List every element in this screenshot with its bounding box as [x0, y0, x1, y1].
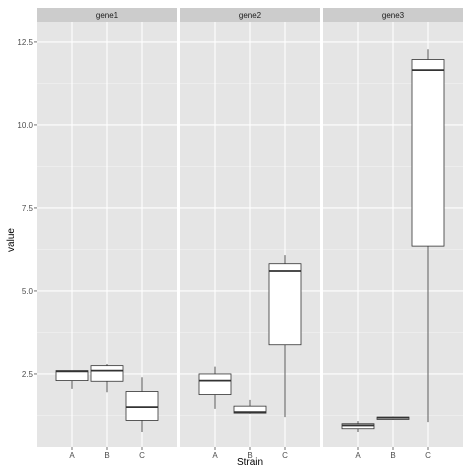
- y-tick-label: 10.0: [17, 121, 33, 130]
- box-gene1-C: [125, 377, 159, 433]
- box-gene2-A: [198, 366, 232, 409]
- x-tick-label: A: [212, 451, 218, 460]
- facet-strip-label: gene1: [96, 11, 119, 20]
- y-tick-label: 7.5: [22, 204, 34, 213]
- y-tick-label: 5.0: [22, 287, 34, 296]
- box-body: [411, 59, 445, 247]
- facet-strip: [37, 8, 177, 22]
- facet-strip-label: gene2: [239, 11, 262, 20]
- box-gene2-C: [268, 255, 302, 418]
- x-tick-label: B: [390, 451, 395, 460]
- box-gene3-B: [376, 416, 410, 420]
- box-gene1-B: [90, 363, 124, 393]
- x-tick-label: B: [247, 451, 252, 460]
- y-tick-label: 12.5: [17, 38, 33, 47]
- y-tick-label: 2.5: [22, 370, 34, 379]
- box-body: [125, 391, 159, 421]
- box-body: [198, 373, 232, 395]
- x-tick-label: A: [355, 451, 361, 460]
- x-axis-title: Strain: [237, 457, 263, 468]
- facet-strip-label: gene3: [382, 11, 405, 20]
- x-tick-label: B: [104, 451, 109, 460]
- box-gene1-A: [55, 370, 89, 389]
- facet-strip: [323, 8, 463, 22]
- box-body: [268, 263, 302, 346]
- facet-strip: [180, 8, 320, 22]
- x-tick-label: C: [139, 451, 145, 460]
- x-tick-label: C: [425, 451, 431, 460]
- box-body: [233, 405, 267, 414]
- box-body: [90, 365, 124, 382]
- x-tick-label: C: [282, 451, 288, 460]
- box-gene3-A: [341, 421, 375, 433]
- y-axis-title: value: [6, 228, 17, 252]
- box-gene2-B: [233, 399, 267, 414]
- x-tick-label: A: [69, 451, 75, 460]
- box-gene3-C: [411, 49, 445, 423]
